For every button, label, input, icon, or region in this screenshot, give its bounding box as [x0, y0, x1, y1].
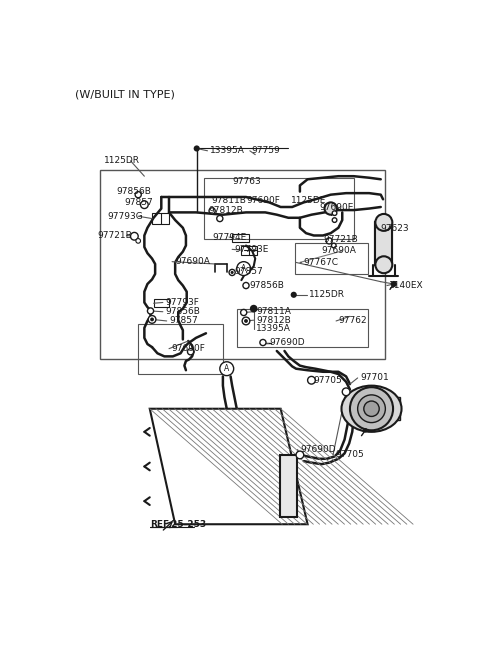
- Text: 97857: 97857: [169, 316, 198, 325]
- Text: 97857: 97857: [124, 198, 153, 207]
- Bar: [237, 309, 368, 347]
- Polygon shape: [150, 409, 308, 524]
- Circle shape: [220, 362, 234, 376]
- Bar: [152, 213, 169, 224]
- Circle shape: [188, 349, 193, 355]
- Circle shape: [324, 203, 337, 215]
- Text: 97721B: 97721B: [97, 231, 132, 240]
- Text: 13395A: 13395A: [210, 146, 245, 155]
- Text: 97690F: 97690F: [246, 196, 280, 205]
- Circle shape: [358, 395, 385, 422]
- Circle shape: [136, 239, 141, 243]
- Text: 97812B: 97812B: [208, 206, 243, 215]
- Circle shape: [291, 292, 297, 298]
- Circle shape: [364, 401, 379, 417]
- Text: REF.25-253: REF.25-253: [150, 520, 206, 529]
- Bar: [100, 170, 384, 358]
- Circle shape: [229, 269, 235, 276]
- Text: 1125DE: 1125DE: [291, 196, 327, 205]
- Text: 97762: 97762: [338, 316, 367, 325]
- Text: A: A: [224, 364, 229, 373]
- Circle shape: [363, 428, 368, 433]
- Bar: [241, 245, 257, 255]
- Ellipse shape: [341, 386, 402, 432]
- Circle shape: [260, 340, 266, 345]
- Text: 1125DR: 1125DR: [104, 157, 140, 165]
- Circle shape: [332, 211, 337, 215]
- Text: 97705: 97705: [313, 376, 342, 385]
- Circle shape: [148, 316, 156, 324]
- Circle shape: [237, 261, 251, 276]
- Text: 97690A: 97690A: [175, 257, 210, 266]
- Bar: [232, 234, 249, 241]
- Circle shape: [342, 388, 350, 396]
- Circle shape: [209, 208, 215, 214]
- Bar: [375, 223, 392, 265]
- Circle shape: [193, 146, 200, 151]
- Circle shape: [296, 451, 304, 459]
- Circle shape: [332, 218, 337, 223]
- Text: 13395A: 13395A: [256, 324, 291, 333]
- Circle shape: [150, 318, 154, 322]
- Circle shape: [332, 243, 336, 248]
- Text: 97793G: 97793G: [108, 212, 143, 221]
- Text: 97721B: 97721B: [323, 235, 358, 244]
- Text: 97856B: 97856B: [250, 281, 285, 290]
- Bar: [295, 243, 368, 274]
- Circle shape: [375, 214, 392, 231]
- Text: (W/BUILT IN TYPE): (W/BUILT IN TYPE): [75, 89, 175, 100]
- Text: 97701: 97701: [360, 373, 389, 382]
- Bar: [154, 300, 169, 307]
- Circle shape: [250, 305, 258, 313]
- Circle shape: [242, 317, 250, 325]
- Text: 97690A: 97690A: [322, 246, 356, 255]
- Bar: [280, 455, 297, 516]
- Text: 97793E: 97793E: [234, 245, 269, 254]
- Text: 97856B: 97856B: [117, 187, 152, 196]
- Text: 97857: 97857: [234, 267, 263, 276]
- Circle shape: [141, 201, 148, 208]
- Circle shape: [391, 281, 397, 287]
- Text: 97705: 97705: [336, 450, 364, 459]
- Text: 97793F: 97793F: [165, 298, 199, 307]
- Bar: [361, 397, 400, 421]
- Circle shape: [230, 271, 234, 274]
- Circle shape: [243, 283, 249, 289]
- Circle shape: [375, 256, 392, 273]
- Text: 97690D: 97690D: [300, 445, 336, 454]
- Text: A: A: [241, 264, 246, 273]
- Text: 97623: 97623: [381, 224, 409, 233]
- Circle shape: [131, 232, 138, 240]
- Circle shape: [326, 238, 332, 244]
- Text: 97794E: 97794E: [212, 232, 246, 241]
- Text: 97759: 97759: [252, 146, 280, 155]
- Text: 1140EX: 1140EX: [389, 281, 424, 290]
- Text: 97856B: 97856B: [165, 307, 200, 316]
- Circle shape: [308, 377, 315, 384]
- Circle shape: [217, 215, 223, 222]
- Circle shape: [240, 309, 247, 316]
- Text: 97767C: 97767C: [304, 258, 339, 267]
- Bar: [204, 178, 354, 239]
- Text: 97690D: 97690D: [270, 338, 305, 347]
- Circle shape: [147, 308, 154, 314]
- Text: 97763: 97763: [232, 177, 261, 186]
- Text: 97690F: 97690F: [171, 344, 205, 353]
- Text: 97690E: 97690E: [319, 203, 354, 212]
- Text: 1125DR: 1125DR: [309, 291, 345, 300]
- Text: 97812B: 97812B: [256, 316, 291, 325]
- Circle shape: [244, 319, 248, 323]
- Circle shape: [350, 387, 393, 430]
- Text: 97811A: 97811A: [256, 307, 291, 316]
- Circle shape: [135, 192, 141, 198]
- Text: 97811B: 97811B: [211, 196, 246, 205]
- Bar: [138, 324, 223, 374]
